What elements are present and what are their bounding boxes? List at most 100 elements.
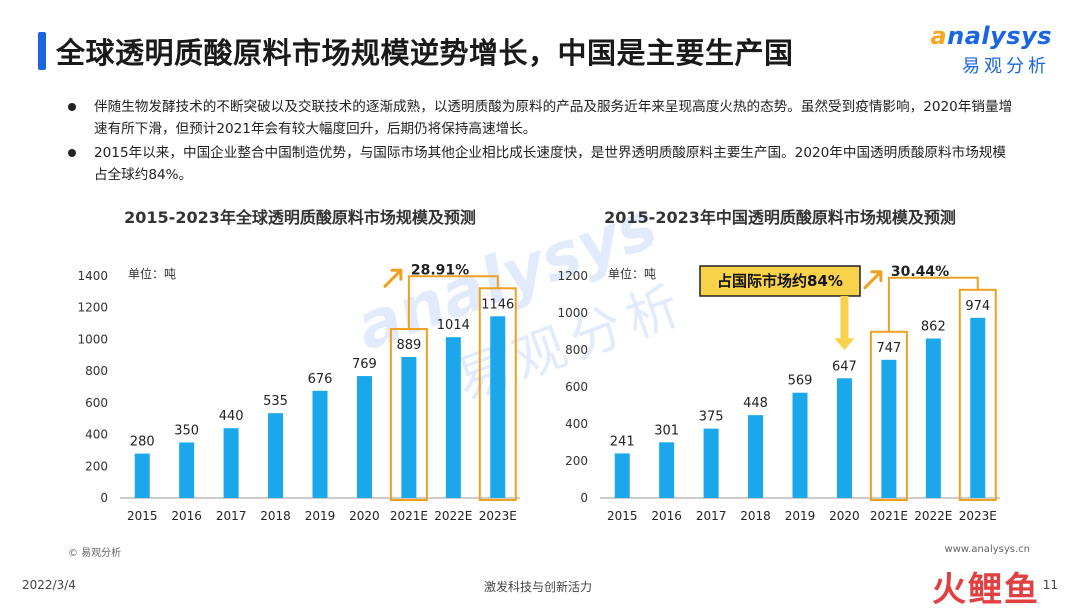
- unit-label: 单位：吨: [128, 266, 176, 281]
- x-tick-label: 2022E: [914, 509, 952, 523]
- y-tick-label: 1200: [557, 269, 588, 283]
- bar: [490, 316, 506, 498]
- data-label: 375: [699, 410, 724, 425]
- x-tick-label: 2021E: [870, 509, 908, 523]
- china-market-chart: 2015-2023年中国透明质酸原料市场规模及预测 单位：吨 0 200 400 600…: [530, 196, 1030, 536]
- bar: [356, 376, 372, 498]
- bar: [703, 428, 719, 498]
- logo-wordmark: analysys: [930, 22, 1052, 50]
- bullet-dot-icon: [68, 149, 76, 157]
- callout-text: 占国际市场约84%: [717, 272, 843, 290]
- bar: [659, 442, 675, 498]
- x-tick-label: 2017: [696, 509, 727, 523]
- y-tick-label: 0: [580, 491, 588, 505]
- bar: [925, 338, 941, 498]
- x-tick-label: 2019: [305, 509, 336, 523]
- bar: [179, 442, 195, 498]
- data-label: 301: [654, 423, 679, 438]
- y-tick-label: 1200: [77, 301, 108, 315]
- data-label: 448: [743, 396, 768, 411]
- data-label: 569: [788, 374, 813, 389]
- x-tick-label: 2017: [216, 509, 247, 523]
- highlight-box: [478, 287, 517, 501]
- page-title: 全球透明质酸原料市场规模逆势增长，中国是主要生产国: [56, 36, 794, 70]
- y-tick-label: 400: [565, 417, 588, 431]
- growth-arrow-icon: [863, 270, 883, 290]
- bar: [836, 378, 852, 498]
- growth-connector: [887, 276, 979, 332]
- bar: [268, 413, 284, 498]
- callout-arrow-icon: [834, 338, 855, 351]
- x-tick-label: 2019: [785, 509, 816, 523]
- x-tick-label: 2021E: [390, 509, 428, 523]
- data-label: 350: [174, 424, 199, 439]
- bar: [970, 317, 986, 498]
- data-label: 535: [263, 394, 288, 409]
- callout-box: [699, 265, 861, 297]
- data-label: 647: [832, 359, 857, 374]
- global-chart-svg: 单位：吨 0 200 400 600 800 1000 1200 1400 280 2015 350 2…: [77, 262, 520, 523]
- summary-bullets: 伴随生物发酵技术的不断突破以及交联技术的逐渐成熟，以透明质酸为原料的产品及服务近…: [68, 96, 1018, 188]
- bar: [445, 337, 461, 498]
- bar: [401, 357, 417, 498]
- analysys-logo: analysys 易观分析: [930, 22, 1052, 78]
- x-tick-label: 2023E: [479, 509, 517, 523]
- unit-label: 单位：吨: [608, 266, 656, 281]
- x-tick-label: 2023E: [959, 509, 997, 523]
- data-label: 1014: [437, 318, 470, 333]
- y-tick-label: 800: [565, 343, 588, 357]
- x-tick-label: 2020: [829, 509, 860, 523]
- y-tick-label: 200: [565, 454, 588, 468]
- bar: [134, 453, 150, 498]
- data-label: 769: [352, 357, 377, 372]
- bar: [792, 392, 808, 498]
- data-label: 1146: [481, 297, 514, 312]
- data-label: 280: [130, 435, 155, 450]
- growth-label: 28.91%: [411, 262, 469, 278]
- data-label: 440: [219, 409, 244, 424]
- x-tick-label: 2016: [171, 509, 202, 523]
- x-tick-label: 2015: [607, 509, 638, 523]
- footer-date: 2022/3/4: [22, 578, 76, 592]
- growth-label: 30.44%: [891, 264, 949, 280]
- x-tick-label: 2022E: [434, 509, 472, 523]
- y-tick-label: 600: [85, 396, 108, 410]
- y-tick-label: 1400: [77, 269, 108, 283]
- growth-arrow-icon: [383, 268, 403, 288]
- bar: [881, 359, 897, 498]
- y-tick-label: 200: [85, 459, 108, 473]
- bullet-item: 伴随生物发酵技术的不断突破以及交联技术的逐渐成熟，以透明质酸为原料的产品及服务近…: [68, 96, 1018, 140]
- x-tick-label: 2015: [127, 509, 158, 523]
- y-tick-label: 1000: [557, 306, 588, 320]
- chart-title: 2015-2023年中国透明质酸原料市场规模及预测: [604, 208, 956, 227]
- bar: [614, 453, 630, 498]
- bullet-item: 2015年以来，中国企业整合中国制造优势，与国际市场其他企业相比成长速度快，是世…: [68, 142, 1018, 186]
- china-chart-svg: 单位：吨 0 200 400 600 800 1000 1200 241 2015 301 2016 3…: [557, 264, 1000, 523]
- x-tick-label: 2020: [349, 509, 380, 523]
- footer-url: www.analysys.cn: [944, 544, 1030, 555]
- callout-arrow-shaft: [840, 296, 849, 339]
- footer-tagline: 激发科技与创新活力: [484, 580, 593, 594]
- x-tick-label: 2018: [740, 509, 771, 523]
- growth-connector: [407, 275, 499, 330]
- y-tick-label: 800: [85, 364, 108, 378]
- chart-title: 2015-2023年全球透明质酸原料市场规模及预测: [124, 208, 476, 227]
- bar: [748, 415, 764, 498]
- x-tick-label: 2016: [651, 509, 682, 523]
- bullet-dot-icon: [68, 103, 76, 111]
- data-label: 889: [396, 338, 421, 353]
- data-label: 862: [921, 320, 946, 335]
- brand-logo: 火鲤鱼: [932, 570, 1040, 610]
- page-number: 11: [1042, 578, 1058, 592]
- y-tick-label: 0: [100, 491, 108, 505]
- data-label: 676: [308, 372, 333, 387]
- data-label: 241: [610, 434, 635, 449]
- footer-copyright: © 易观分析: [68, 548, 122, 559]
- y-tick-label: 1000: [77, 332, 108, 346]
- logo-chinese-name: 易观分析: [962, 56, 1050, 77]
- bar: [312, 390, 328, 498]
- bar: [223, 428, 239, 498]
- data-label: 747: [876, 341, 901, 356]
- data-label: 974: [965, 299, 990, 314]
- x-tick-label: 2018: [260, 509, 291, 523]
